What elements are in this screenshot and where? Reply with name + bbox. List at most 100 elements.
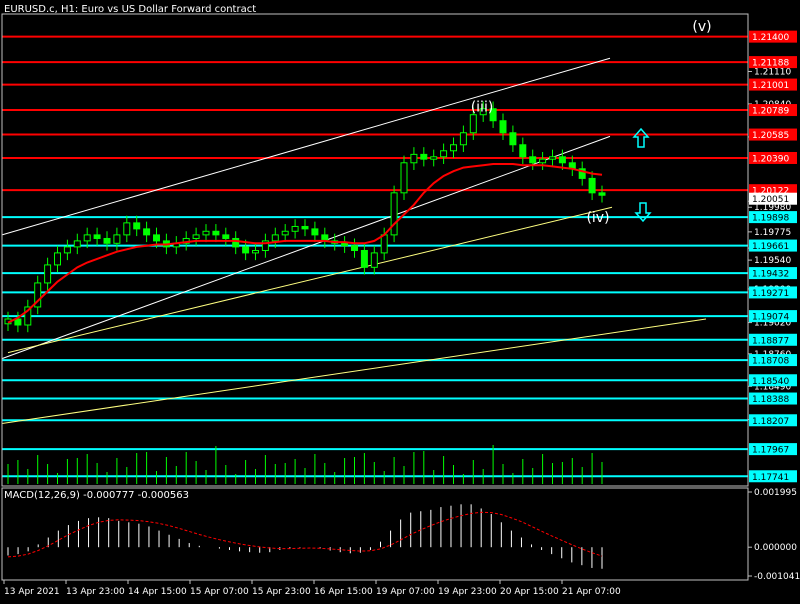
candle-body — [232, 237, 240, 248]
candle-body — [261, 240, 269, 252]
candle-body — [73, 240, 81, 248]
resistance-level-badge — [749, 30, 797, 43]
candle-body — [153, 234, 160, 242]
candle-body — [529, 156, 537, 164]
channel-lower-line — [1, 135, 611, 360]
channel-upper-line — [1, 57, 611, 236]
candle-body — [420, 153, 428, 160]
support-level-badge — [749, 414, 797, 427]
support-level-badge — [749, 392, 797, 405]
resistance-level-label: 1.20585 — [752, 131, 789, 141]
resistance-level-label: 1.20122 — [752, 187, 789, 197]
candle-body — [469, 114, 477, 134]
support-level-label: 1.18207 — [752, 417, 789, 427]
candle-body — [192, 234, 200, 239]
support-level-badge — [749, 267, 797, 280]
up-arrow-icon — [632, 127, 650, 148]
candle-body — [509, 132, 517, 146]
candle-body — [370, 252, 378, 268]
support-level-badge — [749, 286, 797, 299]
candle-body — [14, 318, 22, 326]
price-tick-label: 1.21110 — [754, 67, 791, 77]
support-level-label: 1.18388 — [752, 395, 789, 405]
candle-body — [311, 228, 319, 236]
x-tick-label: 15 Apr 23:00 — [252, 587, 311, 597]
candle-body — [301, 225, 309, 230]
resistance-level-label: 1.21400 — [752, 33, 789, 43]
support-level-badge — [749, 239, 797, 252]
candle-body — [133, 222, 141, 230]
candle-body — [83, 234, 91, 242]
wave-label: (iii) — [471, 99, 494, 115]
support-level-badge — [749, 333, 797, 346]
macd-panel — [7, 504, 603, 569]
support-level-badge — [749, 310, 797, 323]
x-tick-label: 19 Apr 23:00 — [438, 587, 497, 597]
resistance-level-badge — [749, 128, 797, 141]
candle-body — [222, 234, 230, 239]
support-level-label: 1.18877 — [752, 336, 789, 346]
candle-body — [440, 150, 448, 158]
resistance-level-badge — [749, 56, 797, 69]
candle-body — [63, 246, 71, 254]
candle-body — [499, 120, 507, 134]
candle-body — [588, 177, 596, 194]
resistance-level-badge — [749, 104, 797, 117]
candle-body — [242, 246, 250, 254]
support-level-label: 1.19074 — [752, 313, 789, 323]
macd-title: MACD(12,26,9) -0.000777 -0.000563 — [4, 490, 189, 501]
trend-line-upper — [7, 206, 613, 354]
candle-body — [281, 230, 289, 236]
support-level-badge — [749, 470, 797, 483]
moving-average-line — [7, 163, 603, 324]
candle-body — [459, 132, 467, 146]
candle-body — [360, 250, 368, 268]
x-tick-label: 20 Apr 15:00 — [500, 587, 559, 597]
candle-body — [558, 156, 566, 164]
chart-title: EURUSD.c, H1: Euro vs US Dollar Forward … — [4, 4, 256, 15]
resistance-level-label: 1.20390 — [752, 154, 789, 164]
candle-body — [390, 192, 398, 236]
candle-body — [380, 234, 388, 254]
resistance-level-label: 1.20789 — [752, 107, 789, 117]
resistance-level-label: 1.21001 — [752, 81, 789, 91]
macd-tick-label: 0.001995 — [754, 488, 797, 498]
macd-panel-frame — [1, 487, 749, 581]
macd-signal-line — [7, 511, 603, 558]
x-tick-label: 16 Apr 15:00 — [314, 587, 373, 597]
support-level-badge — [749, 374, 797, 387]
axes-layer: 1.211101.208401.205651.200301.199801.197… — [1, 13, 800, 597]
candle-body — [93, 234, 101, 239]
x-tick-label: 15 Apr 07:00 — [190, 587, 249, 597]
candle-body — [202, 230, 210, 236]
wave-label: (v) — [692, 19, 711, 35]
candle-body — [598, 192, 606, 196]
candle-body — [539, 158, 547, 164]
candle-body — [578, 168, 586, 179]
candle-body — [450, 144, 457, 152]
support-level-badge — [749, 211, 797, 224]
candle-body — [549, 156, 556, 160]
wave-label: (iv) — [586, 210, 609, 226]
current-price-label: 1.20051 — [752, 195, 789, 205]
x-tick-label: 21 Apr 07:00 — [562, 587, 621, 597]
candle-body — [489, 108, 497, 122]
price-tick-label: 1.19540 — [754, 256, 791, 266]
support-level-label: 1.18540 — [752, 377, 789, 387]
down-arrow-icon — [634, 202, 652, 223]
candle-body — [430, 156, 438, 160]
support-level-badge — [749, 443, 797, 456]
candle-body — [123, 222, 131, 236]
candle-body — [24, 306, 32, 326]
x-tick-label: 14 Apr 15:00 — [128, 587, 187, 597]
candle-body — [44, 264, 52, 284]
candle-body — [34, 282, 42, 308]
macd-tick-label: -0.001041 — [754, 572, 800, 582]
support-level-label: 1.19432 — [752, 270, 789, 280]
candle-body — [479, 108, 487, 116]
candle-body — [143, 228, 151, 236]
support-level-label: 1.17741 — [752, 473, 789, 483]
x-tick-label: 19 Apr 07:00 — [376, 587, 435, 597]
support-level-label: 1.19898 — [752, 214, 789, 224]
